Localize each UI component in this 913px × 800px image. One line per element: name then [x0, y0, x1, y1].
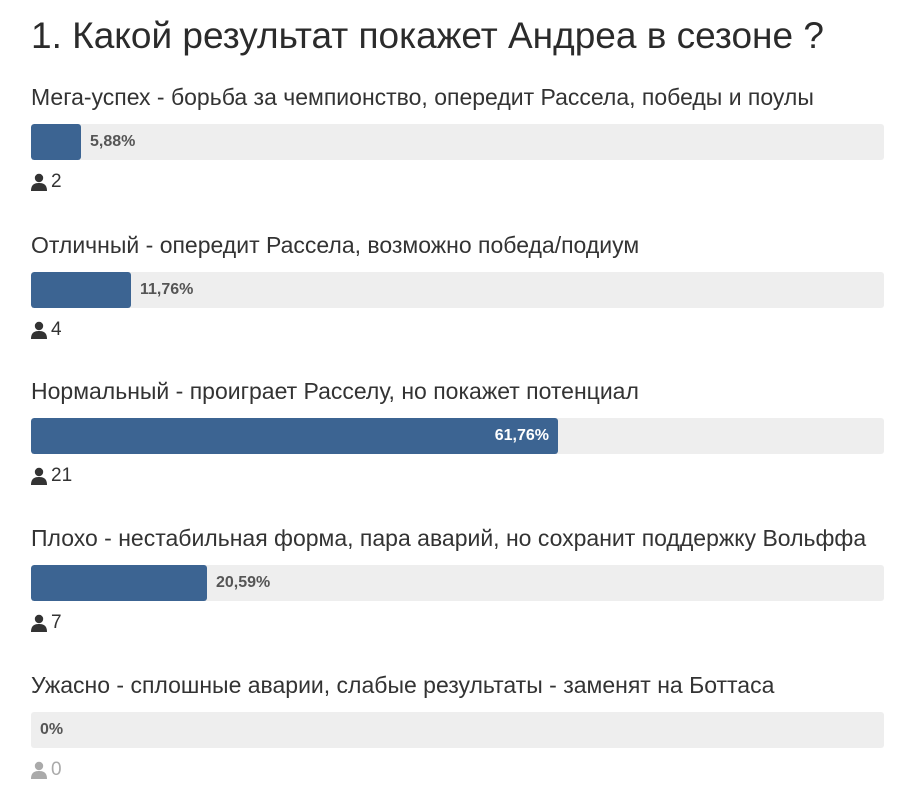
- result-percent: 5,88%: [90, 133, 136, 150]
- option-label: Ужасно - сплошные аварии, слабые результ…: [31, 672, 775, 698]
- result-percent: 20,59%: [216, 574, 271, 591]
- poll-option: Мега-успех - борьба за чемпионство, опер…: [31, 83, 884, 203]
- user-icon: [31, 467, 47, 485]
- poll-option: Отличный - опередит Рассела, возможно по…: [31, 231, 884, 351]
- vote-count-value: 7: [51, 612, 62, 633]
- vote-count: 0: [31, 759, 62, 781]
- result-bar-fill: [31, 565, 207, 601]
- result-percent: 11,76%: [140, 281, 194, 298]
- vote-count-value: 2: [51, 171, 62, 192]
- vote-count: 2: [31, 171, 62, 193]
- vote-count: 4: [31, 319, 62, 341]
- result-bar-fill: [31, 124, 81, 160]
- option-label: Плохо - нестабильная форма, пара аварий,…: [31, 525, 867, 551]
- result-bar-fill: [31, 418, 558, 454]
- poll-option: Плохо - нестабильная форма, пара аварий,…: [31, 524, 884, 644]
- result-bar-track: 20,59%: [31, 565, 884, 601]
- vote-count-value: 21: [51, 465, 73, 486]
- poll-title: 1. Какой результат покажет Андреа в сезо…: [31, 15, 824, 56]
- user-icon: [31, 173, 47, 191]
- vote-count: 7: [31, 612, 62, 634]
- vote-count-value: 4: [51, 319, 62, 340]
- result-percent: 0%: [40, 721, 64, 738]
- result-bar-track: 5,88%: [31, 124, 884, 160]
- user-icon: [31, 321, 47, 339]
- vote-count-value: 0: [51, 759, 62, 780]
- result-bar-fill: [31, 272, 131, 308]
- poll-option: Ужасно - сплошные аварии, слабые результ…: [31, 671, 884, 791]
- option-label: Нормальный - проиграет Расселу, но покаж…: [31, 378, 639, 404]
- option-label: Отличный - опередит Рассела, возможно по…: [31, 232, 640, 258]
- result-bar-track: 11,76%: [31, 272, 884, 308]
- poll-option: Нормальный - проиграет Расселу, но покаж…: [31, 377, 884, 497]
- result-bar-track: 61,76%: [31, 418, 884, 454]
- vote-count: 21: [31, 465, 72, 487]
- result-percent: 61,76%: [494, 427, 549, 444]
- user-icon: [31, 614, 47, 632]
- option-label: Мега-успех - борьба за чемпионство, опер…: [31, 84, 814, 110]
- user-icon: [31, 761, 47, 779]
- result-bar-track: 0%: [31, 712, 884, 748]
